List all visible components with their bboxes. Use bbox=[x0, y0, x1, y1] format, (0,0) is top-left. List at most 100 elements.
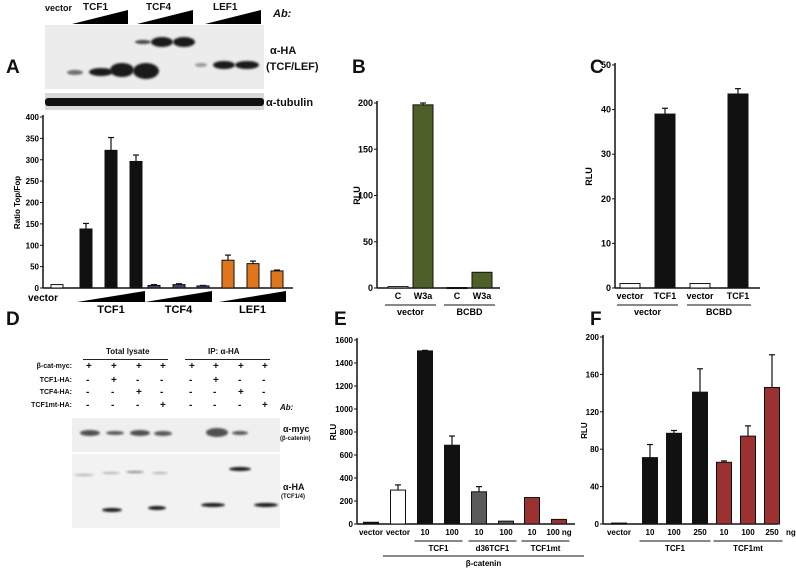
chart-a: 0 50 100 150 200 250 300 350 400 Ratio Top/Fop vec… bbox=[13, 113, 293, 316]
x-tick-label: W3a bbox=[414, 291, 434, 301]
table-cell: - bbox=[86, 387, 90, 398]
lane-label-tcf4: TCF4 bbox=[146, 2, 171, 13]
x-tick-label: vector bbox=[616, 291, 644, 301]
table-cell: + bbox=[86, 361, 92, 372]
bar bbox=[551, 518, 567, 525]
x-tick-label: 10 bbox=[720, 528, 729, 537]
bar bbox=[446, 287, 468, 290]
dose-ramp bbox=[72, 10, 128, 24]
row-label: β-cat-myc: bbox=[36, 363, 72, 370]
dose-ramp bbox=[219, 291, 286, 302]
group-label: BCBD bbox=[457, 307, 483, 317]
panel-label-c: C bbox=[590, 57, 604, 78]
table-cell: - bbox=[111, 387, 115, 398]
header-total-lysate: Total lysate bbox=[106, 347, 150, 356]
y-tick-label: 600 bbox=[340, 451, 354, 460]
ha-blot-image bbox=[45, 25, 264, 89]
group-label: vector bbox=[397, 307, 425, 317]
outer-group-label: β-catenin bbox=[466, 559, 502, 568]
ha-antibody-label: α-HA bbox=[283, 482, 305, 492]
table-cell: - bbox=[189, 375, 193, 386]
table-cell: - bbox=[160, 387, 164, 398]
x-tick-label: vector bbox=[686, 291, 714, 301]
y-tick-label: 50 bbox=[601, 60, 611, 70]
bar bbox=[740, 435, 756, 525]
bar bbox=[642, 457, 658, 525]
x-tick-label: W3a bbox=[473, 291, 493, 301]
x-tick-label: 100 ng bbox=[546, 528, 571, 537]
x-tick-label: 250 bbox=[765, 528, 779, 537]
table-cell: + bbox=[160, 361, 166, 372]
y-tick-label: 1400 bbox=[335, 359, 353, 368]
table-cell: - bbox=[111, 400, 115, 411]
table-cell: - bbox=[160, 375, 164, 386]
y-tick-label: 0 bbox=[595, 520, 600, 529]
lane-label-vector: vector bbox=[45, 3, 73, 13]
y-tick-label: 150 bbox=[26, 220, 40, 229]
dose-ramp bbox=[145, 291, 212, 302]
y-tick-label: 30 bbox=[601, 149, 611, 159]
myc-blot-image bbox=[72, 418, 280, 452]
x-tick-label: TCF1 bbox=[654, 291, 677, 301]
bar bbox=[444, 444, 460, 525]
ha-antibody-sublabel: (TCF1/4) bbox=[281, 494, 305, 500]
bar bbox=[619, 283, 641, 289]
y-tick-label: 200 bbox=[358, 98, 373, 108]
row-label: TCF1-HA: bbox=[39, 377, 72, 384]
y-tick-label: 0 bbox=[606, 283, 611, 293]
y-tick-label: 80 bbox=[590, 445, 599, 454]
x-tick-label: 10 bbox=[475, 528, 484, 537]
bar bbox=[196, 285, 210, 289]
bar bbox=[689, 283, 711, 289]
y-axis-label: RLU bbox=[329, 424, 338, 441]
bar bbox=[654, 113, 676, 289]
table-cell: + bbox=[213, 361, 219, 372]
y-tick-label: 160 bbox=[586, 370, 600, 379]
dose-ramp bbox=[205, 10, 261, 24]
panel-label-d: D bbox=[6, 309, 20, 330]
table-cell: - bbox=[262, 387, 266, 398]
group-label: LEF1 bbox=[239, 304, 266, 316]
table-cell: - bbox=[136, 400, 140, 411]
x-tick-label: 100 bbox=[741, 528, 755, 537]
y-tick-label: 100 bbox=[26, 241, 40, 250]
bar bbox=[412, 104, 434, 289]
bar bbox=[147, 284, 161, 289]
y-tick-label: 300 bbox=[26, 156, 40, 165]
y-tick-label: 0 bbox=[35, 284, 40, 293]
bar bbox=[471, 271, 493, 289]
table-cell: + bbox=[262, 361, 268, 372]
y-tick-label: 800 bbox=[340, 428, 354, 437]
x-tick-label: 100 bbox=[499, 528, 513, 537]
y-axis-label: RLU bbox=[352, 186, 362, 205]
y-tick-label: 50 bbox=[363, 237, 373, 247]
table-cell: - bbox=[189, 387, 193, 398]
bar bbox=[666, 432, 682, 525]
x-tick-label: 100 bbox=[667, 528, 681, 537]
table-cell: - bbox=[238, 400, 242, 411]
x-tick-label: TCF1 bbox=[727, 291, 750, 301]
bar bbox=[498, 520, 514, 525]
chart-c: 0 10 20 30 40 50 RLU vector TCF1 vector TCF1 vector… bbox=[584, 60, 760, 317]
y-tick-label: 120 bbox=[586, 408, 600, 417]
y-tick-label: 40 bbox=[601, 105, 611, 115]
bar bbox=[270, 270, 284, 289]
y-tick-label: 200 bbox=[340, 497, 354, 506]
y-axis-label: Ratio Top/Fop bbox=[13, 176, 22, 229]
bar bbox=[50, 284, 64, 289]
x-tick-label: vector bbox=[607, 528, 631, 537]
y-tick-label: 350 bbox=[26, 134, 40, 143]
y-tick-label: 10 bbox=[601, 238, 611, 248]
y-tick-label: 200 bbox=[26, 199, 40, 208]
bar bbox=[363, 521, 379, 525]
bar bbox=[172, 284, 186, 289]
x-tick-label: vector bbox=[28, 293, 58, 304]
y-tick-label: 1200 bbox=[335, 382, 353, 391]
dose-ramp bbox=[77, 291, 145, 302]
y-tick-label: 0 bbox=[349, 520, 354, 529]
x-tick-label: 10 bbox=[528, 528, 537, 537]
group-label: TCF1mt bbox=[733, 544, 763, 553]
chart-e: 0 200 400 600 800 1000 1200 1400 1600 RLU vector ve… bbox=[329, 336, 584, 568]
group-label: BCBD bbox=[706, 307, 732, 317]
